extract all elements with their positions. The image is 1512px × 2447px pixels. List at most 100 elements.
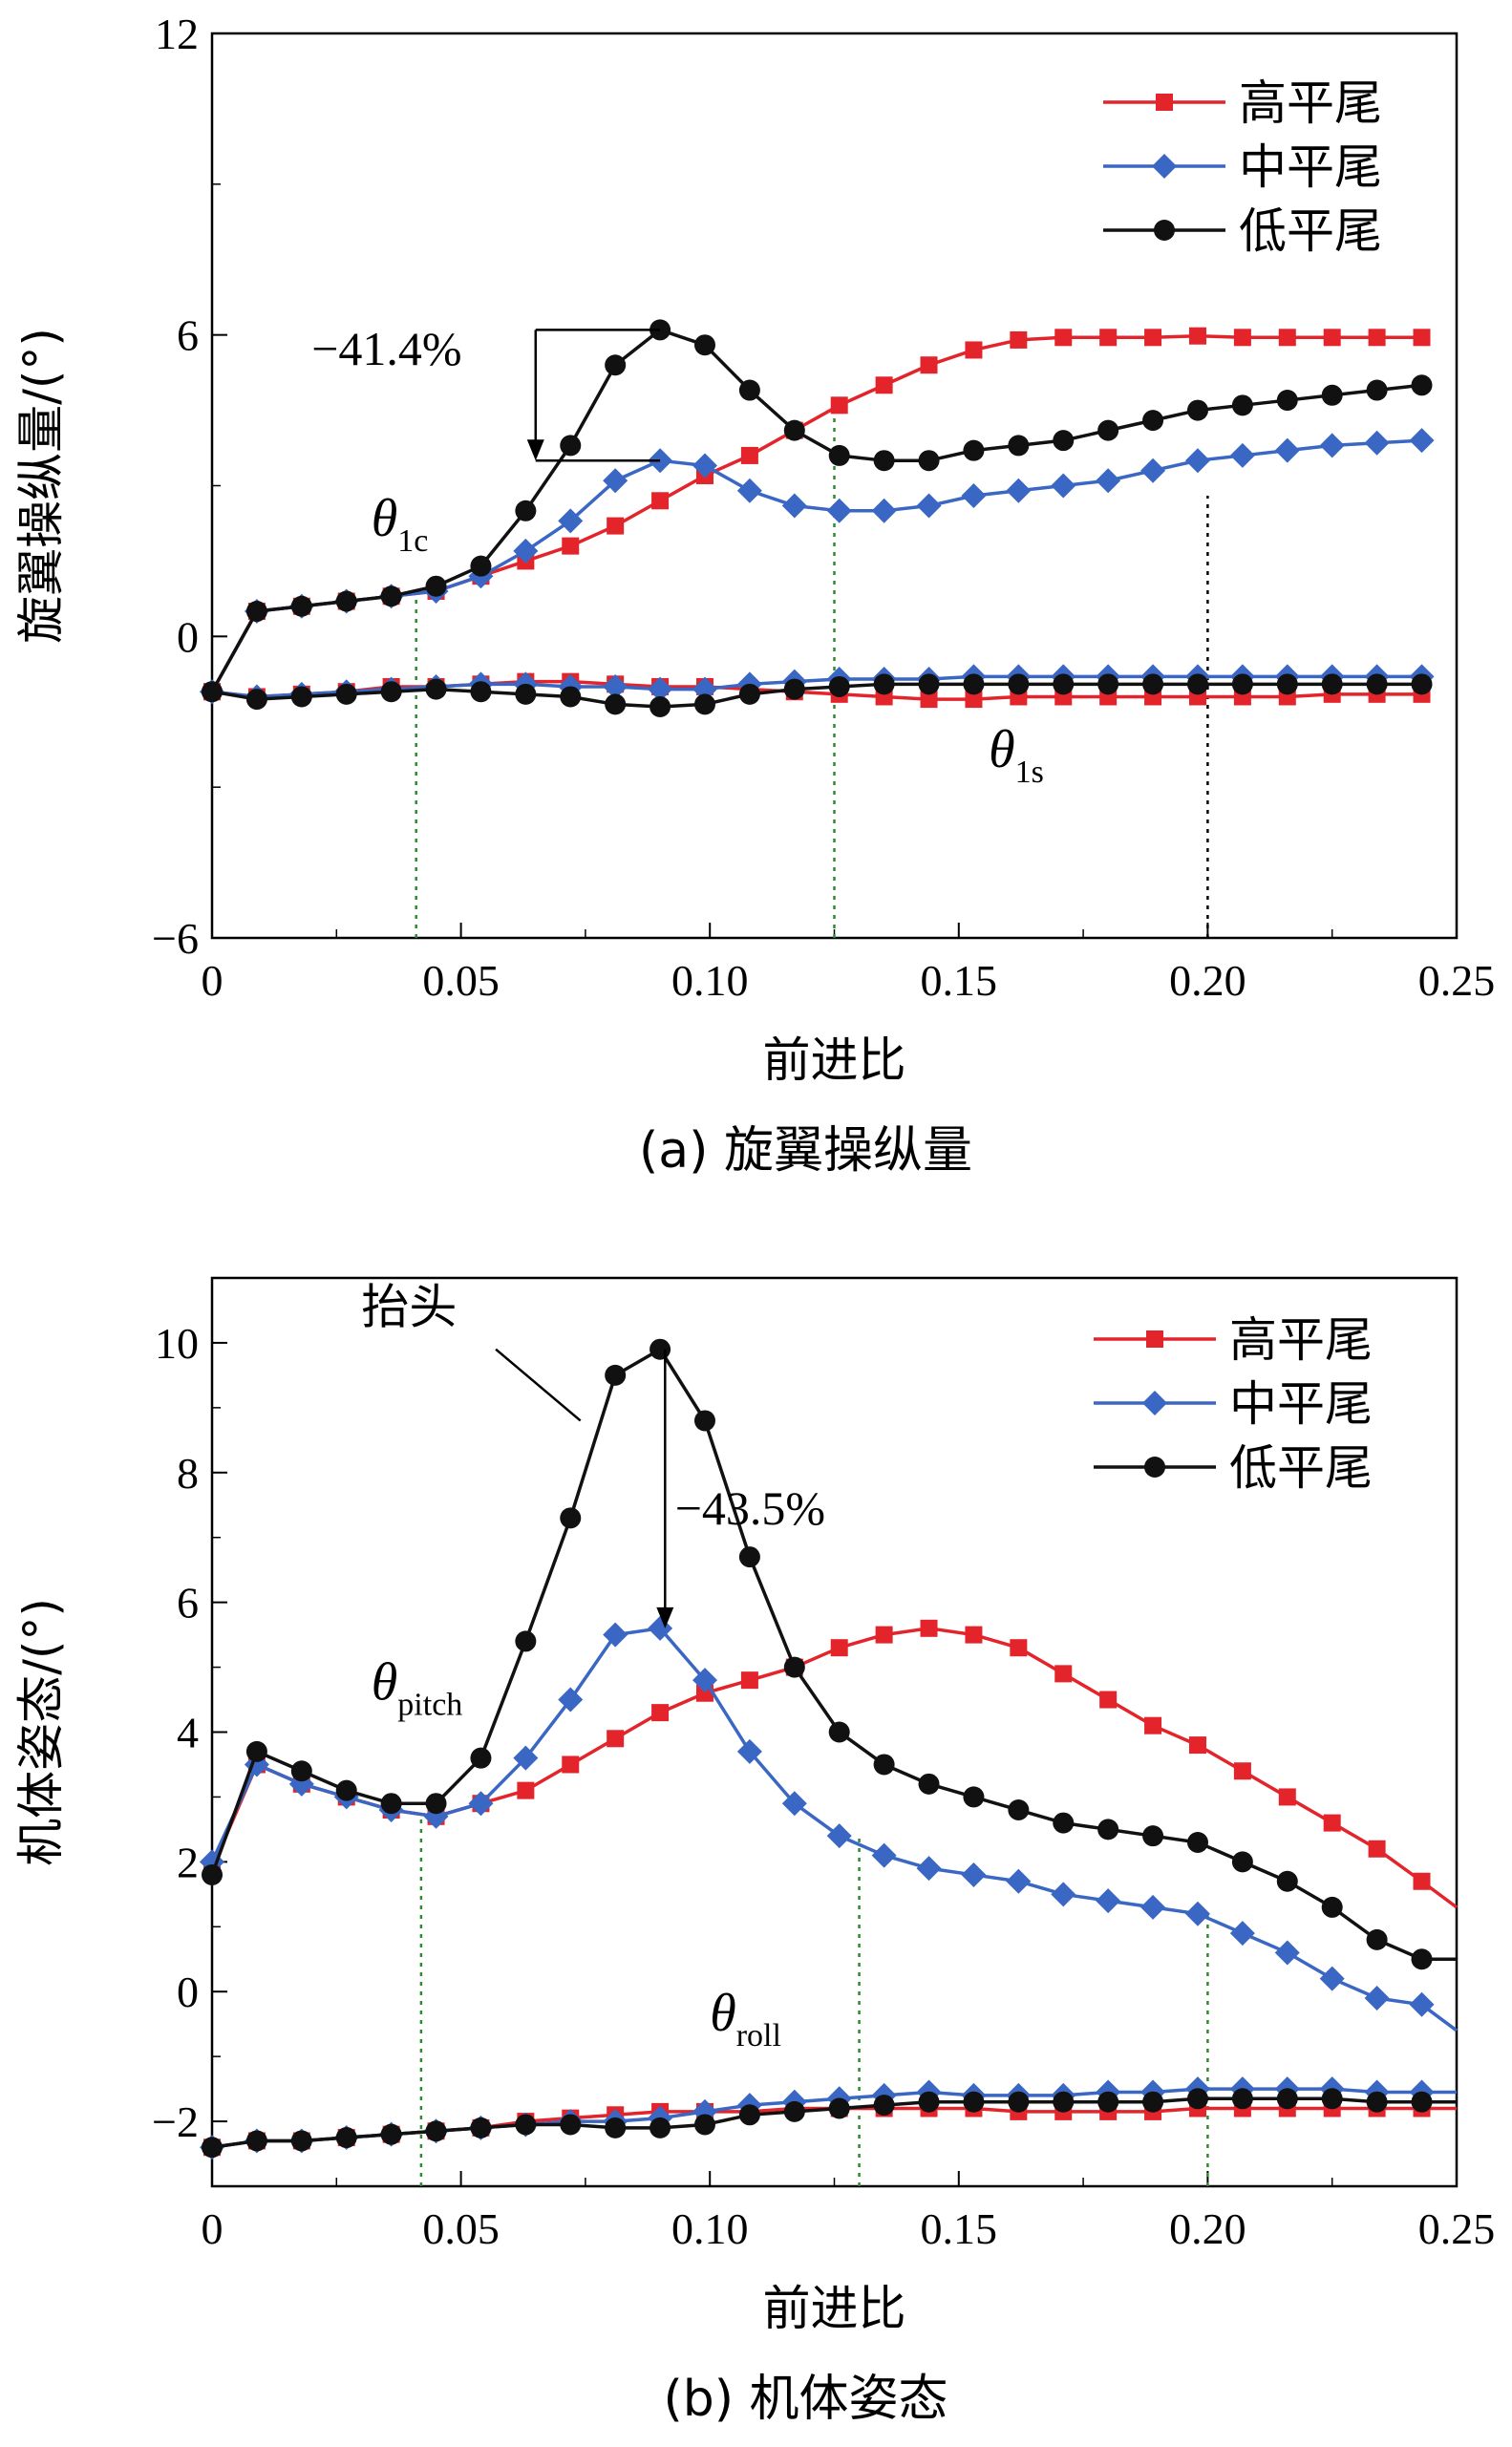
data-point bbox=[918, 1773, 940, 1795]
data-point bbox=[1274, 1940, 1300, 1966]
data-point bbox=[1409, 1991, 1435, 2017]
data-point bbox=[202, 2137, 223, 2159]
theta-subscript: pitch bbox=[397, 1688, 462, 1723]
data-point bbox=[1411, 1948, 1433, 1970]
data-point bbox=[650, 1338, 671, 1360]
y-tick-label: 12 bbox=[155, 10, 199, 58]
data-point bbox=[740, 1671, 758, 1690]
data-point bbox=[693, 334, 715, 356]
data-point bbox=[693, 2114, 715, 2136]
data-point bbox=[1006, 478, 1032, 503]
data-point bbox=[380, 1793, 402, 1815]
arrow-head bbox=[526, 439, 544, 461]
theta-subscript: 1s bbox=[1015, 755, 1044, 790]
data-point bbox=[607, 1730, 625, 1748]
data-point bbox=[650, 2117, 671, 2138]
data-point bbox=[1411, 2091, 1433, 2113]
x-tick-label: 0.15 bbox=[921, 956, 998, 1005]
data-point bbox=[916, 1856, 942, 1882]
data-point bbox=[335, 1779, 357, 1801]
annotation-text: −41.4% bbox=[311, 322, 461, 375]
theta-symbol: θpitch bbox=[372, 1653, 463, 1723]
series-low_tail-θroll bbox=[202, 2088, 1457, 2159]
data-point bbox=[1097, 673, 1119, 695]
data-point bbox=[425, 575, 447, 597]
data-point bbox=[1368, 1840, 1386, 1858]
data-point bbox=[1053, 2091, 1075, 2113]
data-point bbox=[826, 1823, 852, 1849]
data-point bbox=[607, 517, 625, 535]
data-point bbox=[828, 444, 850, 466]
series-low_tail-θpitch bbox=[202, 1338, 1457, 1970]
x-tick-label: 0.25 bbox=[1418, 2204, 1496, 2253]
data-point bbox=[1097, 1819, 1119, 1841]
data-point bbox=[965, 691, 983, 709]
data-point bbox=[1321, 673, 1343, 695]
data-point bbox=[963, 673, 985, 695]
data-point bbox=[515, 500, 537, 521]
data-point bbox=[605, 354, 627, 376]
data-point bbox=[558, 508, 584, 534]
series-line bbox=[211, 682, 1422, 709]
data-point bbox=[1186, 399, 1208, 421]
data-point bbox=[1188, 1736, 1206, 1755]
data-point bbox=[245, 1740, 267, 1762]
data-point bbox=[1229, 1921, 1255, 1947]
data-point bbox=[651, 492, 670, 510]
arrow-head bbox=[656, 1607, 674, 1628]
data-point bbox=[1144, 1716, 1162, 1734]
data-point bbox=[1099, 329, 1118, 347]
data-point bbox=[738, 1546, 760, 1568]
y-tick-label: 0 bbox=[177, 612, 199, 661]
data-point bbox=[830, 1639, 848, 1657]
data-point bbox=[1276, 1870, 1298, 1892]
data-point bbox=[603, 468, 628, 494]
data-point bbox=[1368, 329, 1386, 347]
x-tick-label: 0.05 bbox=[422, 956, 500, 1005]
y-tick-label: −6 bbox=[152, 914, 199, 963]
data-point bbox=[918, 673, 940, 695]
data-point bbox=[1051, 1882, 1076, 1907]
data-point bbox=[1008, 673, 1030, 695]
data-point bbox=[1321, 1896, 1343, 1918]
data-point bbox=[1142, 1825, 1164, 1847]
x-axis-label: 前进比 bbox=[763, 1032, 906, 1088]
panel-a: 0 0.05 0.10 0.15 0.20 0.25−60612前进比旋翼操纵量/(°)(… bbox=[13, 10, 1495, 1180]
data-point bbox=[961, 1862, 987, 1887]
data-point bbox=[693, 693, 715, 715]
y-tick-label: 4 bbox=[177, 1709, 199, 1757]
data-point bbox=[1184, 1901, 1210, 1926]
data-point bbox=[380, 681, 402, 703]
data-point bbox=[605, 1364, 627, 1386]
data-point bbox=[290, 1760, 312, 1782]
theta-symbol: θ1c bbox=[372, 489, 429, 559]
data-point bbox=[781, 493, 807, 519]
legend-label: 高平尾 bbox=[1229, 1312, 1373, 1368]
y-tick-label: 6 bbox=[177, 1579, 199, 1628]
y-tick-label: 8 bbox=[177, 1449, 199, 1498]
data-point bbox=[738, 2104, 760, 2126]
data-point bbox=[605, 2117, 627, 2138]
data-point bbox=[1278, 329, 1296, 347]
data-point bbox=[1186, 1831, 1208, 1853]
series-low_tail-θ1s bbox=[202, 673, 1433, 717]
data-point bbox=[920, 691, 938, 709]
series-mid_tail-θroll bbox=[200, 2076, 1457, 2160]
data-point bbox=[603, 673, 628, 699]
data-point bbox=[918, 450, 940, 472]
data-point bbox=[335, 2127, 357, 2149]
legend-marker bbox=[1142, 1391, 1167, 1415]
data-point bbox=[828, 2097, 850, 2119]
x-tick-label: 0.10 bbox=[671, 2204, 749, 2253]
data-point bbox=[918, 2091, 940, 2113]
data-point bbox=[826, 498, 852, 523]
data-point bbox=[1053, 430, 1075, 452]
data-point bbox=[963, 1786, 985, 1808]
data-point bbox=[560, 1507, 582, 1529]
legend-marker bbox=[1152, 154, 1177, 179]
series-line bbox=[211, 674, 1422, 699]
data-point bbox=[558, 1687, 584, 1713]
data-point bbox=[873, 1754, 895, 1776]
data-point bbox=[1276, 673, 1298, 695]
